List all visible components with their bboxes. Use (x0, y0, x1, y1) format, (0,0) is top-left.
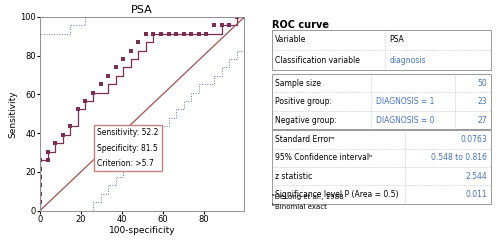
Text: 2.544: 2.544 (466, 172, 487, 181)
Text: z statistic: z statistic (274, 172, 312, 181)
Text: 95% Confidence intervalᵇ: 95% Confidence intervalᵇ (274, 153, 372, 162)
Bar (272, 74, 490, 129)
Text: 50: 50 (478, 79, 487, 88)
Text: Sensitivity: 52.2
Specificity: 81.5
Criterion: >5.7: Sensitivity: 52.2 Specificity: 81.5 Crit… (97, 128, 158, 168)
Text: 0.0763: 0.0763 (460, 135, 487, 144)
Text: DIAGNOSIS = 0: DIAGNOSIS = 0 (376, 115, 434, 125)
Text: ROC curve: ROC curve (272, 20, 330, 30)
Text: Negative group:: Negative group: (274, 115, 336, 125)
Y-axis label: Sensitivity: Sensitivity (8, 90, 18, 137)
Text: 0.548 to 0.816: 0.548 to 0.816 (432, 153, 487, 162)
Text: PSA: PSA (390, 35, 404, 44)
Title: PSA: PSA (132, 5, 153, 15)
Text: 23: 23 (478, 97, 487, 106)
Text: Classification variable: Classification variable (274, 55, 360, 65)
Text: 0.011: 0.011 (466, 190, 487, 199)
Text: 27: 27 (478, 115, 487, 125)
Text: ᵇBinomial exact: ᵇBinomial exact (272, 204, 328, 210)
Bar (272, 130, 490, 204)
Text: Sample size: Sample size (274, 79, 320, 88)
Text: ᵃDeLong et al., 1988: ᵃDeLong et al., 1988 (272, 194, 344, 200)
Text: DIAGNOSIS = 1: DIAGNOSIS = 1 (376, 97, 434, 106)
Text: Positive group:: Positive group: (274, 97, 332, 106)
X-axis label: 100-specificity: 100-specificity (109, 227, 176, 235)
Text: Standard Errorᵃ: Standard Errorᵃ (274, 135, 334, 144)
Text: Significance level P (Area = 0.5): Significance level P (Area = 0.5) (274, 190, 398, 199)
Text: Variable: Variable (274, 35, 306, 44)
Text: diagnosis: diagnosis (390, 55, 426, 65)
Bar (272, 30, 490, 70)
